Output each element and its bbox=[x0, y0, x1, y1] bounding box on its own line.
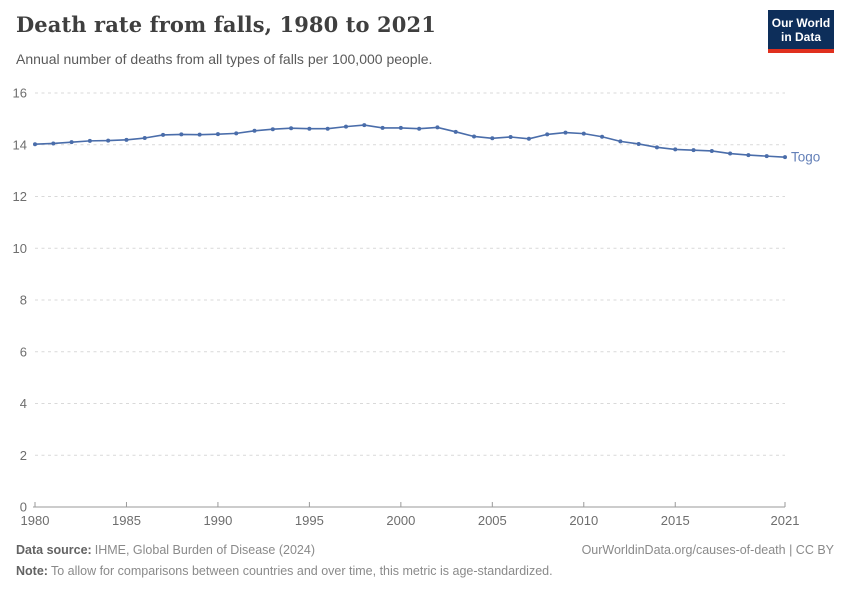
x-axis-tick-label: 1990 bbox=[203, 513, 232, 528]
data-point bbox=[508, 134, 513, 139]
note-line: Note: To allow for comparisons between co… bbox=[16, 561, 553, 582]
data-point bbox=[636, 141, 641, 146]
series-line-togo bbox=[34, 124, 786, 158]
data-point bbox=[106, 138, 111, 143]
data-point bbox=[87, 138, 92, 143]
data-point bbox=[380, 125, 385, 130]
data-point bbox=[161, 132, 166, 137]
data-point bbox=[197, 132, 202, 137]
data-source-label: Data source: bbox=[16, 543, 92, 557]
chart-subtitle: Annual number of deaths from all types o… bbox=[16, 51, 433, 67]
data-point bbox=[51, 141, 56, 146]
data-point bbox=[472, 134, 477, 139]
y-axis-tick-label: 4 bbox=[20, 396, 27, 411]
data-point bbox=[234, 131, 239, 136]
owid-logo[interactable]: Our World in Data bbox=[768, 10, 834, 53]
x-axis-tick-label: 2000 bbox=[386, 513, 415, 528]
data-source-line: Data source: IHME, Global Burden of Disea… bbox=[16, 540, 553, 561]
data-point bbox=[764, 154, 769, 159]
data-point bbox=[673, 147, 678, 152]
data-point bbox=[417, 126, 422, 131]
data-point bbox=[709, 148, 714, 153]
note-value: To allow for comparisons between countri… bbox=[50, 564, 553, 578]
owid-logo-line2: in Data bbox=[780, 29, 821, 44]
x-axis-tick-label: 2021 bbox=[771, 513, 800, 528]
data-point bbox=[362, 123, 367, 128]
x-axis-tick-label: 2015 bbox=[661, 513, 690, 528]
note-label: Note: bbox=[16, 564, 48, 578]
data-point bbox=[526, 136, 531, 141]
owid-logo-line1: Our World bbox=[771, 15, 831, 30]
data-point bbox=[563, 130, 568, 135]
data-point bbox=[307, 126, 312, 131]
data-point bbox=[398, 125, 403, 130]
x-axis-tick-label: 2010 bbox=[569, 513, 598, 528]
x-axis-tick-label: 1980 bbox=[21, 513, 50, 528]
x-axis-tick-label: 1995 bbox=[295, 513, 324, 528]
y-axis-tick-label: 16 bbox=[13, 86, 27, 101]
data-point bbox=[435, 125, 440, 130]
data-point bbox=[545, 132, 550, 137]
footer-left: Data source: IHME, Global Burden of Disea… bbox=[16, 540, 553, 582]
data-point bbox=[783, 155, 787, 160]
data-point bbox=[746, 153, 751, 158]
data-point bbox=[581, 131, 586, 136]
data-point bbox=[179, 132, 184, 137]
data-point bbox=[124, 137, 129, 142]
x-axis-tick-label: 1985 bbox=[112, 513, 141, 528]
data-point bbox=[691, 148, 696, 153]
data-point bbox=[490, 136, 495, 141]
data-point bbox=[215, 132, 220, 137]
y-axis-tick-label: 10 bbox=[13, 241, 27, 256]
data-point bbox=[69, 140, 74, 145]
y-axis-tick-label: 0 bbox=[20, 500, 27, 515]
chart-footer: Data source: IHME, Global Burden of Disea… bbox=[16, 540, 834, 582]
data-point bbox=[453, 129, 458, 134]
data-source-value: IHME, Global Burden of Disease (2024) bbox=[94, 543, 315, 557]
data-point bbox=[618, 139, 623, 144]
data-point bbox=[142, 136, 147, 141]
data-point bbox=[728, 151, 733, 156]
data-point bbox=[33, 142, 37, 147]
chart-title: Death rate from falls, 1980 to 2021 bbox=[16, 12, 436, 37]
x-axis-tick-label: 2005 bbox=[478, 513, 507, 528]
plot-area: 0 2 4 6 8 10 12 14 16 1980 1985 1990 1995 2000 2005 201… bbox=[13, 86, 800, 529]
data-point bbox=[654, 145, 659, 150]
y-axis-tick-label: 6 bbox=[20, 344, 27, 359]
footer-link[interactable]: OurWorldinData.org/causes-of-death | CC … bbox=[581, 543, 834, 557]
data-point bbox=[252, 128, 257, 133]
y-axis-tick-label: 8 bbox=[20, 293, 27, 308]
data-point bbox=[600, 134, 605, 139]
y-axis-tick-label: 14 bbox=[13, 137, 27, 152]
data-point bbox=[325, 126, 330, 131]
y-axis-tick-label: 12 bbox=[13, 189, 27, 204]
series-entity-label[interactable]: Togo bbox=[791, 150, 820, 165]
y-axis-tick-label: 2 bbox=[20, 448, 27, 463]
data-point bbox=[270, 127, 275, 132]
data-point bbox=[343, 124, 348, 129]
data-point bbox=[289, 126, 294, 131]
